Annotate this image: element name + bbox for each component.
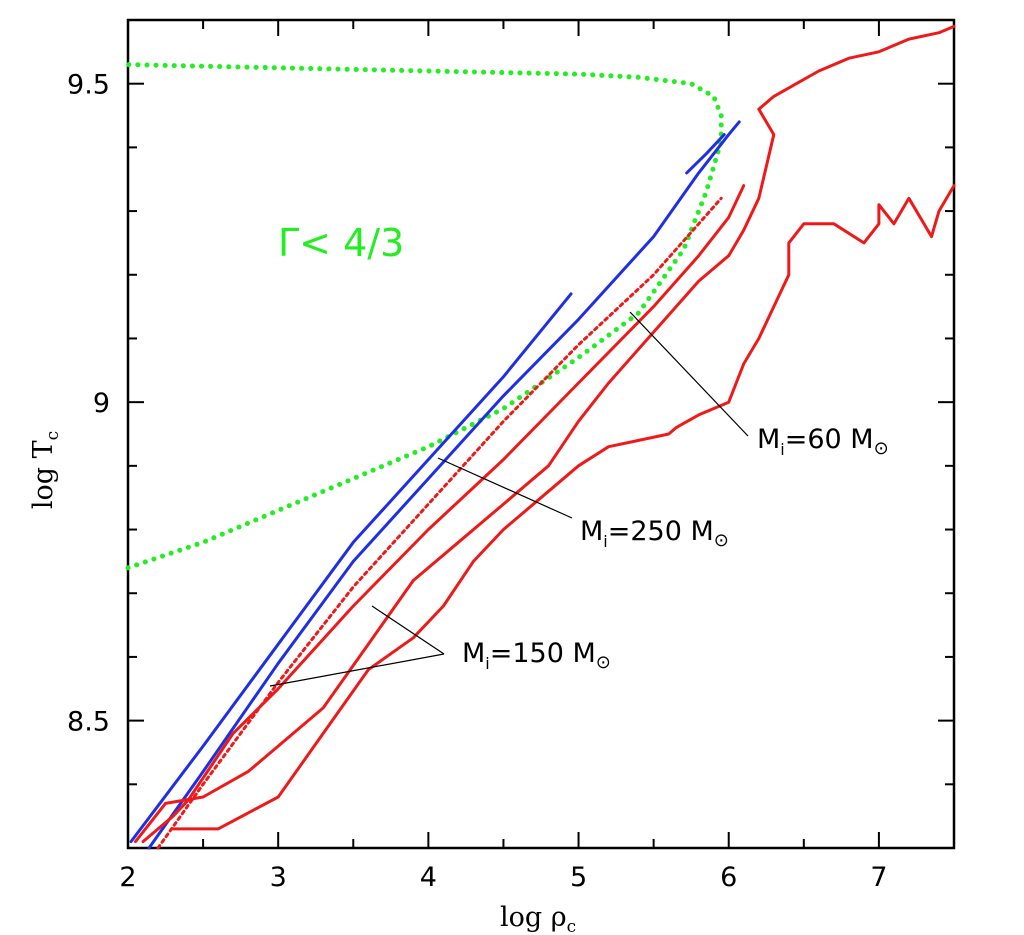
plot-frame (126, 18, 956, 850)
x-tick-label: 7 (870, 862, 887, 893)
annotation-label: Mi=250 M⊙ (580, 516, 729, 551)
annotation-leader (371, 605, 445, 655)
x-axis-label: log ρc (500, 902, 576, 935)
x-tick-label: 2 (119, 862, 136, 893)
series-line-8 (171, 184, 956, 831)
annotation-label: Mi=60 M⊙ (757, 424, 889, 459)
series-line-4 (685, 133, 726, 175)
y-tick-label: 9 (93, 388, 110, 419)
annotations: Mi=60 M⊙ Mi=250 M⊙ Mi=150 M⊙ (269, 311, 889, 687)
x-tick-label: 6 (720, 862, 737, 893)
y-axis-label: log Tc (28, 431, 63, 509)
series-line-5 (156, 196, 723, 850)
annotation-leader (269, 653, 445, 687)
annotation-label: Mi=150 M⊙ (462, 638, 611, 673)
series-line-3 (147, 120, 741, 850)
x-tick-label: 3 (270, 862, 287, 893)
ticks (127, 19, 955, 849)
tick-labels: 2 3 4 5 6 7 8.5 9 9.5 (67, 70, 887, 893)
series-line-1 (125, 62, 724, 571)
series-line-6 (141, 184, 746, 844)
y-tick-label: 9.5 (67, 70, 110, 101)
annotation-leader (437, 457, 573, 519)
series-line-2 (129, 292, 573, 844)
region-label: Γ< 4/3 (278, 221, 404, 265)
y-tick-label: 8.5 (67, 707, 110, 738)
annotation-leader (629, 311, 749, 437)
x-tick-label: 4 (420, 862, 437, 893)
series (125, 24, 956, 850)
series-line-7 (134, 24, 956, 844)
x-tick-label: 5 (570, 862, 587, 893)
